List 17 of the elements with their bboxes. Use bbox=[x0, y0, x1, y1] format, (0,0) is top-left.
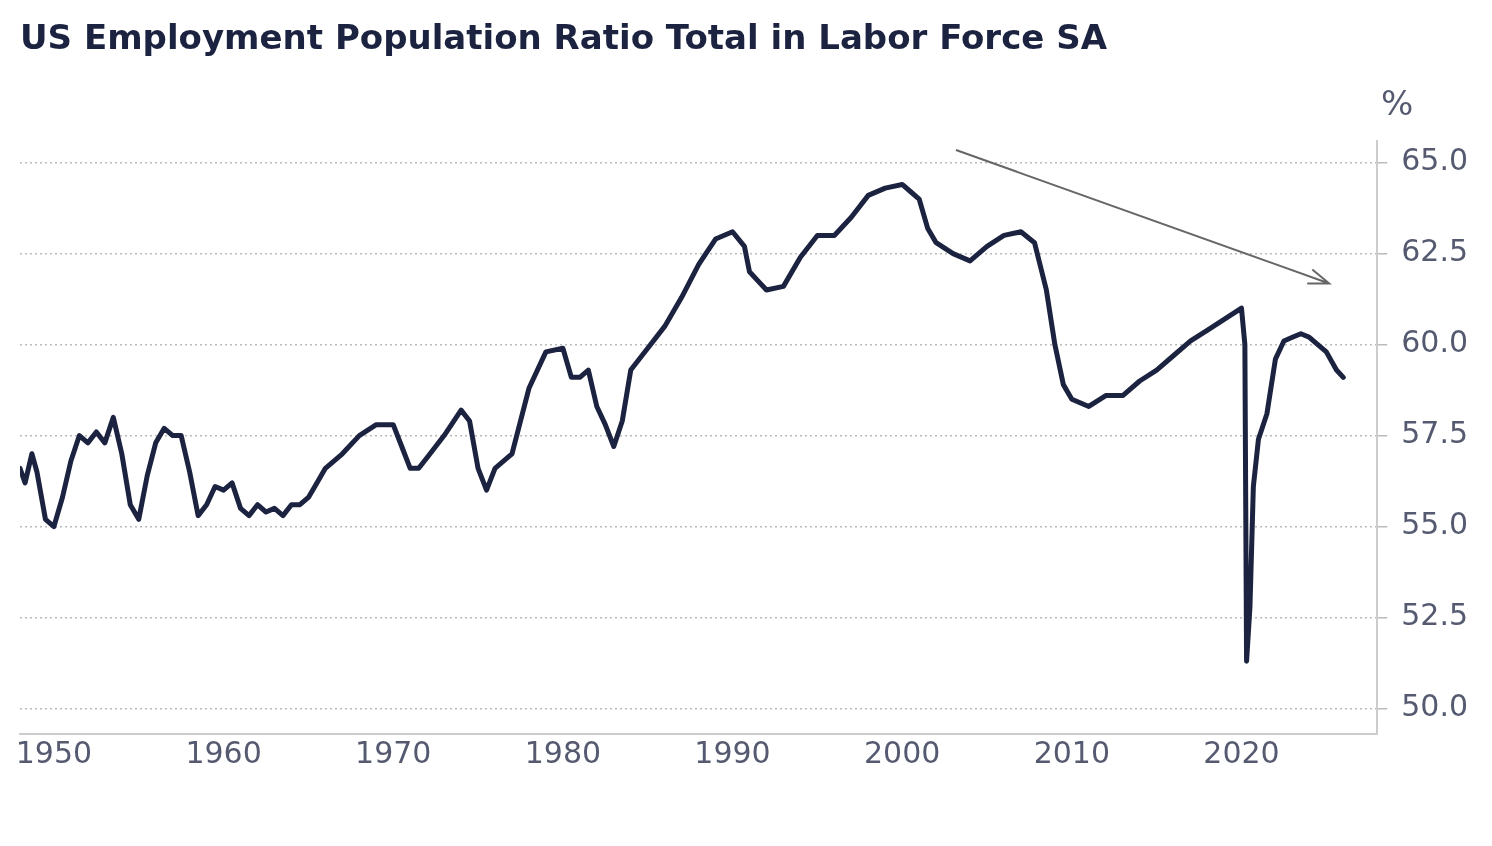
y-tick-label: 50.0 bbox=[1401, 688, 1468, 724]
y-tick-label: 60.0 bbox=[1401, 324, 1468, 360]
y-tick-label: 57.5 bbox=[1401, 415, 1468, 451]
x-tick-label: 2000 bbox=[864, 734, 941, 770]
chart-title: US Employment Population Ratio Total in Labor Force SA bbox=[20, 17, 1108, 58]
y-tick-label: 52.5 bbox=[1401, 597, 1468, 633]
x-tick-label: 2010 bbox=[1033, 734, 1111, 770]
x-tick-label: 1950 bbox=[15, 734, 93, 770]
x-tick-label: 1970 bbox=[355, 734, 432, 770]
y-tick-label: 55.0 bbox=[1401, 506, 1468, 542]
x-tick-label: 1990 bbox=[694, 734, 771, 770]
y-tick-label: 62.5 bbox=[1401, 233, 1468, 269]
x-tick-label: 2020 bbox=[1203, 734, 1280, 770]
x-tick-label: 1980 bbox=[524, 734, 602, 770]
y-tick-label: 65.0 bbox=[1401, 142, 1468, 178]
x-tick-label: 1960 bbox=[185, 734, 262, 770]
y-axis-title: % bbox=[1381, 82, 1414, 123]
